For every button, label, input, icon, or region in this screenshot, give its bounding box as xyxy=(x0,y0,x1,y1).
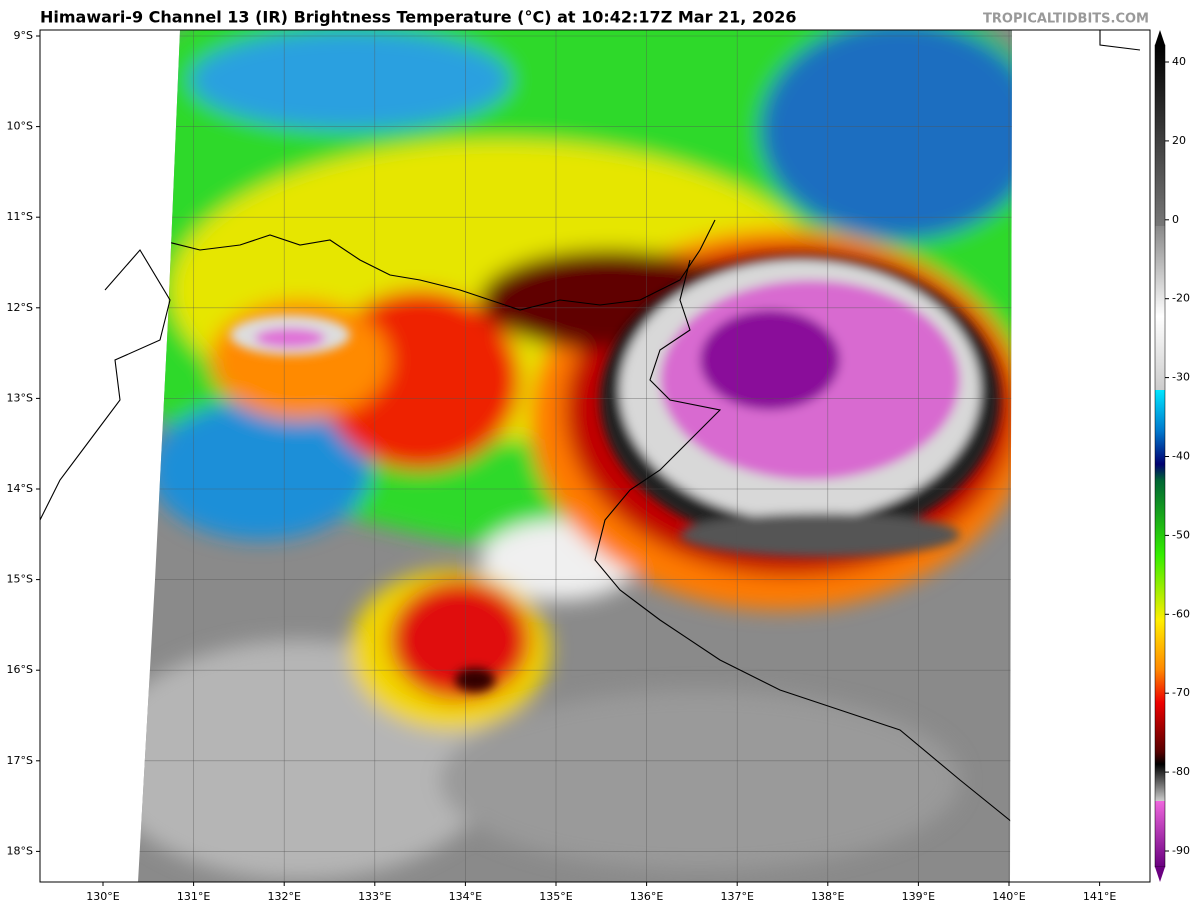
colorbar-label: -60 xyxy=(1172,607,1190,620)
lon-label: 137°E xyxy=(720,890,753,903)
outside-coast xyxy=(40,30,1150,630)
colorbar: 40 20 0 -20 -30 -40 -50 -60 -70 -80 -90 xyxy=(1154,30,1190,882)
lat-label: 13°S xyxy=(7,391,33,404)
lon-label: 135°E xyxy=(539,890,572,903)
coastlines xyxy=(138,219,1012,823)
title: Himawari-9 Channel 13 (IR) Brightness Te… xyxy=(40,8,796,27)
lat-label: 17°S xyxy=(7,754,33,767)
lon-label: 133°E xyxy=(358,890,391,903)
map-frame xyxy=(39,29,1151,883)
lat-label: 11°S xyxy=(7,210,33,223)
imagery xyxy=(138,30,1012,882)
lat-label: 9°S xyxy=(14,29,33,42)
lon-label: 130°E xyxy=(86,890,119,903)
lon-label: 134°E xyxy=(449,890,482,903)
lat-label: 16°S xyxy=(7,663,33,676)
grid xyxy=(138,30,1012,882)
colorbar-label: -40 xyxy=(1172,450,1190,463)
lat-label: 14°S xyxy=(7,482,33,495)
lon-label: 136°E xyxy=(630,890,663,903)
lon-label: 138°E xyxy=(811,890,844,903)
colorbar-label: 0 xyxy=(1172,213,1179,226)
lat-label: 18°S xyxy=(7,844,33,857)
colorbar-label: -20 xyxy=(1172,292,1190,305)
colorbar-label: -50 xyxy=(1172,528,1190,541)
lon-label: 139°E xyxy=(902,890,935,903)
axes: 9°S 10°S 11°S 12°S 13°S 14°S 15°S 16°S 17°S 18°S 1… xyxy=(7,29,1117,903)
lat-label: 12°S xyxy=(7,301,33,314)
colorbar-label: -90 xyxy=(1172,844,1190,857)
lat-label: 15°S xyxy=(7,573,33,586)
lon-label: 132°E xyxy=(267,890,300,903)
colorbar-label: -30 xyxy=(1172,371,1190,384)
colorbar-label: -80 xyxy=(1172,765,1190,778)
colorbar-label: 20 xyxy=(1172,134,1186,147)
colorbar-label: -70 xyxy=(1172,686,1190,699)
lon-label: 131°E xyxy=(177,890,210,903)
lat-label: 10°S xyxy=(7,120,33,133)
lon-label: 140°E xyxy=(992,890,1025,903)
colorbar-label: 40 xyxy=(1172,55,1186,68)
lon-label: 141°E xyxy=(1083,890,1116,903)
source: TROPICALTIDBITS.COM xyxy=(983,12,1149,27)
